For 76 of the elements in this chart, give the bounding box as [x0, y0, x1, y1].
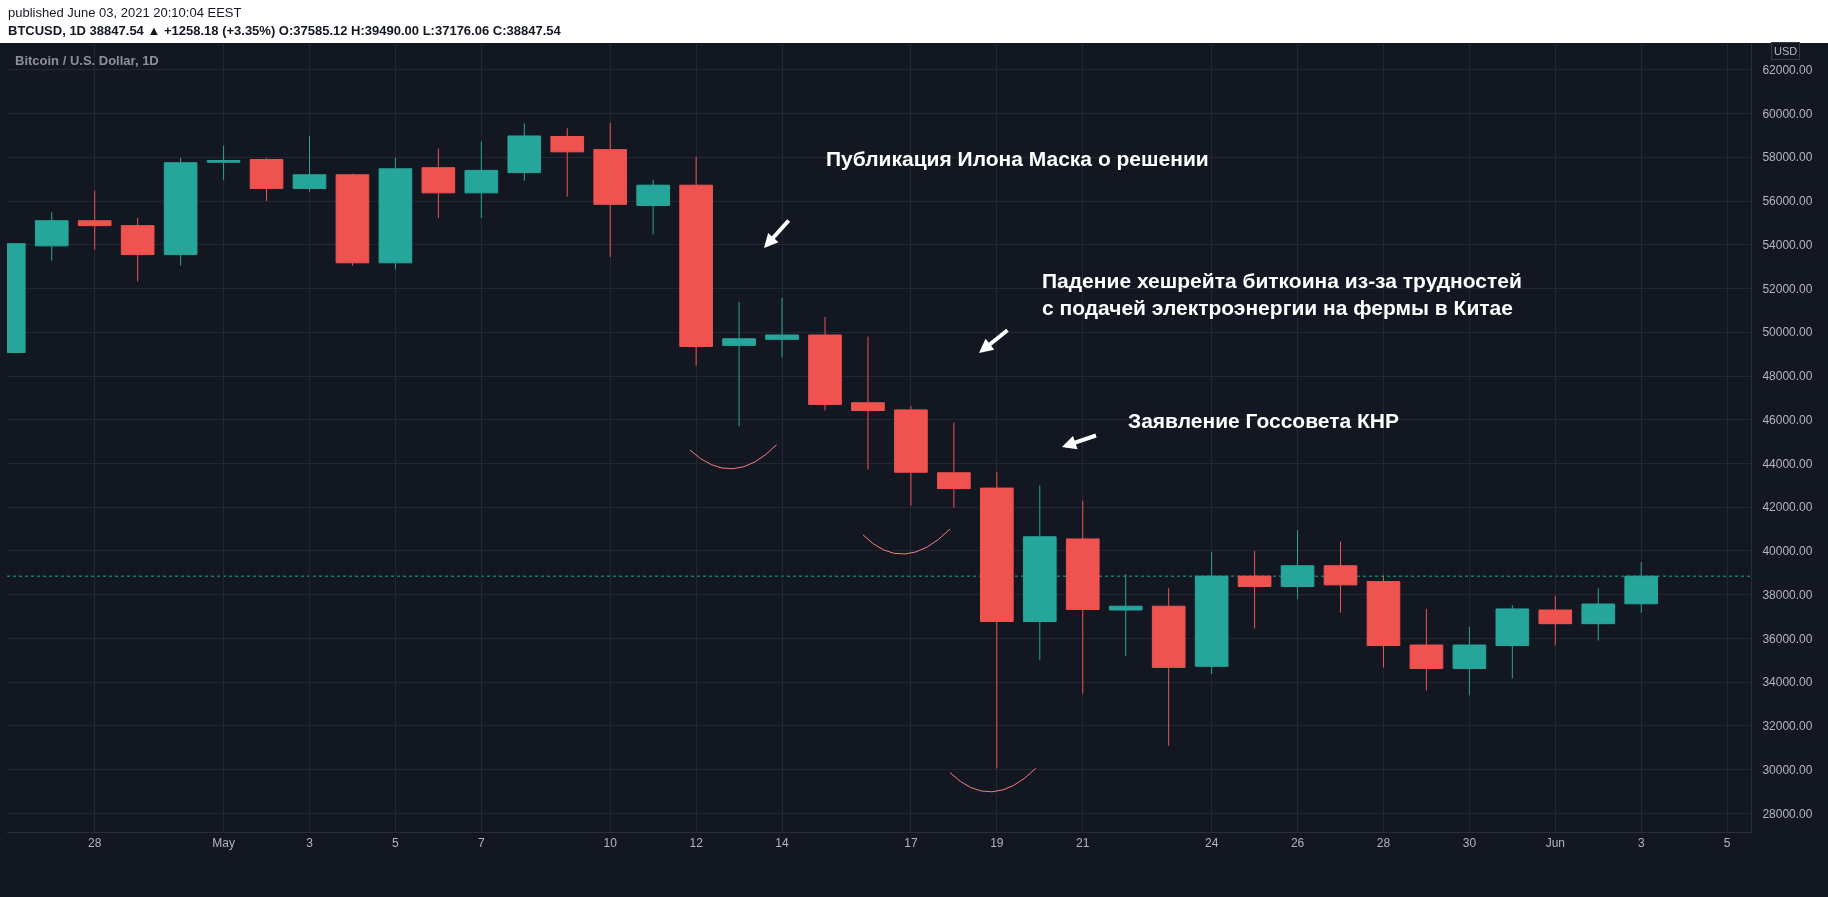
x-tick-label: 26 [1290, 836, 1305, 851]
x-tick-label: 24 [1204, 836, 1219, 851]
y-tick-label: 30000.00 [1762, 762, 1813, 777]
y-tick-label: 36000.00 [1762, 631, 1813, 646]
candlestick [249, 157, 284, 202]
candlestick [77, 190, 112, 251]
y-tick-label: 32000.00 [1762, 719, 1813, 734]
candlestick [120, 217, 155, 282]
candlestick [1323, 541, 1358, 614]
candlestick [1194, 551, 1229, 675]
annotation: Заявление Госсовета КНР [1128, 409, 1399, 432]
x-tick-label: 28 [88, 836, 102, 851]
candlestick [765, 297, 799, 358]
candlestick [1065, 500, 1100, 695]
y-tick-label: 54000.00 [1762, 237, 1813, 252]
candlestick [679, 156, 713, 367]
x-tick-label: 19 [990, 836, 1004, 851]
y-tick-label: 56000.00 [1762, 194, 1813, 209]
candlestick [378, 157, 413, 270]
y-tick-label: 28000.00 [1762, 806, 1813, 821]
x-tick-label: 12 [689, 836, 704, 851]
y-tick-label: 60000.00 [1762, 106, 1813, 121]
y-tick-label: 42000.00 [1762, 500, 1813, 515]
annotation: Публикация Илона Маска о решении [826, 147, 1209, 170]
y-tick-label: 52000.00 [1762, 281, 1813, 296]
annotation: Падение хешрейта биткоина из-за трудностей с подачей электроэнергии на фермы в Китае [1042, 269, 1522, 320]
y-axis-title: USD [1774, 45, 1798, 57]
candlestick [550, 127, 585, 198]
x-tick-label: 28 [1376, 836, 1391, 851]
x-tick-label: 17 [904, 836, 918, 851]
x-tick-label: May [212, 836, 235, 851]
text: BTCUSD, 1D 38847.54 ▲ +1258.18 (+3.35%) O:37585.12 H:39490.00 L:37176.06 C:38847.54 [8, 23, 562, 38]
candlestick [1495, 604, 1530, 679]
y-tick-label: 48000.00 [1762, 369, 1813, 384]
candlestick [1366, 575, 1401, 668]
candlestick [1237, 550, 1272, 630]
candlestick [1151, 587, 1186, 747]
x-tick-label: 10 [603, 836, 618, 851]
x-tick-label: 5 [1723, 836, 1731, 851]
text: Bitcoin / U.S. Dollar, 1D [15, 52, 159, 68]
candlestick [292, 135, 327, 193]
x-tick-label: 14 [775, 836, 790, 851]
y-tick-label: 62000.00 [1762, 63, 1813, 78]
candlestick [636, 179, 670, 235]
candlestick [1409, 608, 1444, 691]
y-tick-label: 46000.00 [1762, 412, 1813, 427]
y-tick-label: 44000.00 [1762, 456, 1813, 471]
x-tick-label: 5 [392, 836, 400, 851]
y-tick-label: 34000.00 [1762, 675, 1813, 690]
candlestick [507, 122, 542, 182]
x-tick-label: 3 [1637, 836, 1645, 851]
y-tick-label: 38000.00 [1762, 587, 1813, 602]
candlestick [1538, 595, 1573, 647]
y-tick-label: 50000.00 [1762, 325, 1813, 340]
y-tick-label: 40000.00 [1762, 544, 1813, 559]
x-tick-label: 3 [306, 836, 314, 851]
candlestick [1581, 587, 1616, 642]
candlestick [206, 145, 241, 181]
candlestick [808, 316, 842, 411]
candlestick [894, 405, 928, 507]
candlestick [851, 336, 885, 470]
candlestick [464, 140, 499, 219]
x-tick-label: 7 [477, 836, 485, 851]
candlestick [335, 173, 370, 267]
candlestick [163, 157, 198, 267]
candlestick [421, 148, 456, 219]
candlestick [722, 301, 756, 427]
x-tick-label: 21 [1076, 836, 1090, 851]
candlestick [937, 421, 971, 509]
candlestick [1452, 626, 1487, 696]
x-tick-label: Jun [1545, 836, 1565, 851]
candlestick [34, 211, 69, 262]
candlestick [593, 122, 628, 258]
text: published June 03, 2021 20:10:04 EEST [8, 5, 242, 20]
y-tick-label: 58000.00 [1762, 150, 1813, 165]
x-tick-label: 30 [1462, 836, 1477, 851]
